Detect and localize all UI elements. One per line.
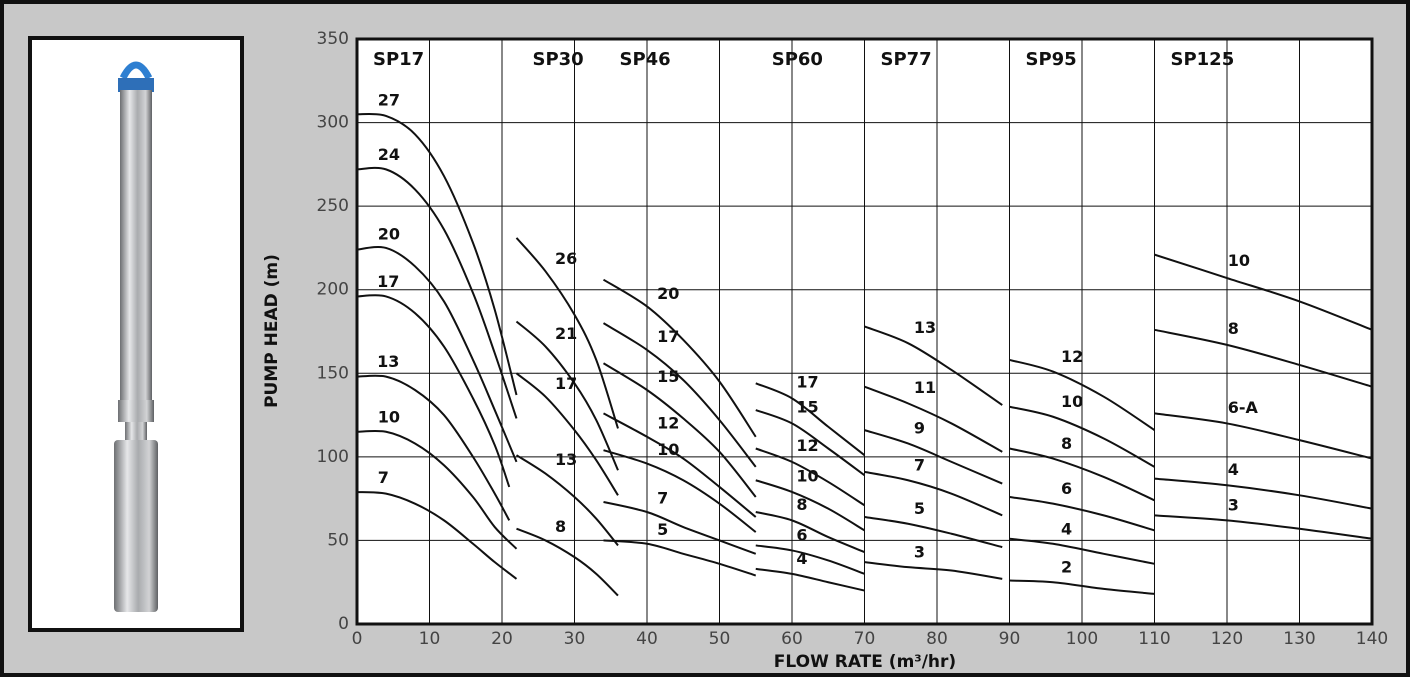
x-tick-label: 70 [854,629,876,649]
x-tick-label: 80 [926,629,948,649]
x-tick-label: 130 [1283,629,1315,649]
curve-label: 7 [914,455,925,474]
y-axis-title: PUMP HEAD (m) [262,254,282,408]
pump-illustration [114,65,158,612]
curve-label: 3 [914,542,925,561]
curve-label: 10 [657,440,679,459]
x-tick-label: 10 [419,629,441,649]
curve-label: 10 [1228,251,1250,270]
page: {"chart_data": {"type": "line", "x_label… [0,0,1410,677]
group-label: SP60 [772,49,823,70]
curve-label: 12 [657,414,679,433]
y-tick-label: 50 [327,530,349,550]
curve-label: 11 [914,378,936,397]
curve-label: 24 [378,145,400,164]
x-tick-label: 140 [1356,629,1388,649]
curve-label: 6 [796,525,807,544]
curve-label: 9 [914,418,925,437]
curve-label: 13 [555,450,577,469]
curve-label: 10 [378,407,400,426]
y-tick-label: 150 [317,363,349,383]
curve-label: 26 [555,249,577,268]
y-tick-label: 200 [317,280,349,300]
curve-label: 10 [1061,392,1083,411]
curve-label: 6-A [1228,398,1259,417]
curve-label: 7 [378,468,389,487]
y-tick-label: 350 [317,29,349,49]
group-label: SP77 [881,49,932,70]
x-tick-label: 100 [1066,629,1098,649]
x-tick-label: 50 [709,629,731,649]
curve-label: 21 [555,324,577,343]
curve-label: 8 [1228,319,1239,338]
x-tick-label: 90 [999,629,1021,649]
curve-label: 7 [657,488,668,507]
curve-label: 15 [796,398,818,417]
curve-label: 15 [657,367,679,386]
curve-label: 20 [378,224,400,243]
curve-label: 20 [657,284,679,303]
y-tick-label: 100 [317,447,349,467]
curve-label: 8 [555,517,566,536]
x-tick-label: 0 [352,629,363,649]
curve-label: 13 [914,318,936,337]
group-label: SP95 [1026,49,1077,70]
curve-label: 8 [796,495,807,514]
curve-label: 17 [555,374,577,393]
y-tick-label: 0 [338,614,349,634]
curve-label: 17 [377,272,399,291]
x-tick-label: 110 [1138,629,1170,649]
curve-label: 4 [1061,519,1072,538]
x-tick-label: 120 [1211,629,1243,649]
curve-label: 6 [1061,479,1072,498]
curve-label: 5 [914,499,925,518]
x-tick-label: 30 [564,629,586,649]
curve-label: 5 [657,520,668,539]
y-tick-label: 300 [317,113,349,133]
curve-label: 17 [657,327,679,346]
curve-label: 4 [796,549,807,568]
group-label: SP17 [373,49,424,70]
x-tick-label: 60 [781,629,803,649]
x-tick-label: 20 [491,629,513,649]
chart: PUMP HEAD (m) FLOW RATE (m³/hr) 05010015… [0,0,1410,677]
x-axis-title: FLOW RATE (m³/hr) [774,652,956,672]
curve-label: 13 [377,352,399,371]
y-tick-label: 250 [317,196,349,216]
curve-label: 4 [1228,460,1239,479]
curve-label: 27 [378,90,400,109]
curve-label: 10 [796,466,818,485]
curve-label: 12 [796,436,818,455]
group-label: SP46 [620,49,671,70]
curve-label: 8 [1061,434,1072,453]
x-tick-label: 40 [636,629,658,649]
curve-label: 3 [1228,495,1239,514]
group-label: SP30 [533,49,584,70]
curve-label: 2 [1061,558,1072,577]
curve-label: 12 [1061,347,1083,366]
curve-label: 17 [796,372,818,391]
group-label: SP125 [1171,49,1235,70]
